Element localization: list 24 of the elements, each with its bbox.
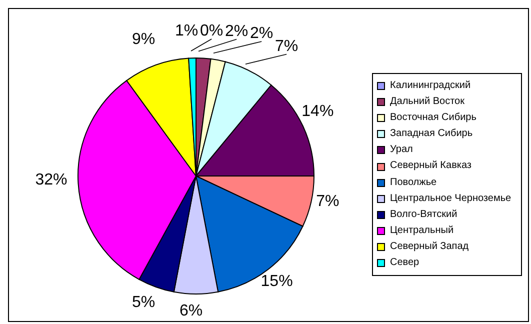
data-label: 5%: [132, 294, 156, 312]
legend-label: Волго-Вятский: [390, 208, 458, 222]
legend-label: Север: [390, 256, 420, 270]
data-label: 7%: [275, 38, 298, 55]
data-label: 2%: [225, 22, 248, 40]
data-label: 7%: [316, 193, 340, 210]
legend-label: Северный Запад: [390, 240, 469, 254]
data-label: 15%: [260, 273, 293, 290]
legend-label: Западная Сибирь: [390, 127, 473, 142]
data-label: 6%: [179, 302, 203, 320]
legend-label: Дальний Восток: [390, 95, 464, 110]
text: 0%: [200, 22, 224, 40]
legend-label: Калининградский: [390, 79, 471, 93]
legend-label: Урал: [390, 143, 413, 158]
data-label: 9%: [132, 30, 156, 48]
legend-label: Северный Кавказ: [390, 159, 472, 174]
data-label: 1%: [175, 22, 198, 40]
legend-label: Поволжье: [390, 176, 437, 190]
legend-label: Центральный: [390, 224, 454, 238]
data-label: 14%: [302, 102, 334, 120]
data-label: 32%: [35, 171, 68, 188]
legend-label: Центральное Черноземье: [390, 192, 512, 206]
data-label: 2%: [250, 24, 274, 42]
legend-label: Восточная Сибирь: [390, 111, 476, 126]
